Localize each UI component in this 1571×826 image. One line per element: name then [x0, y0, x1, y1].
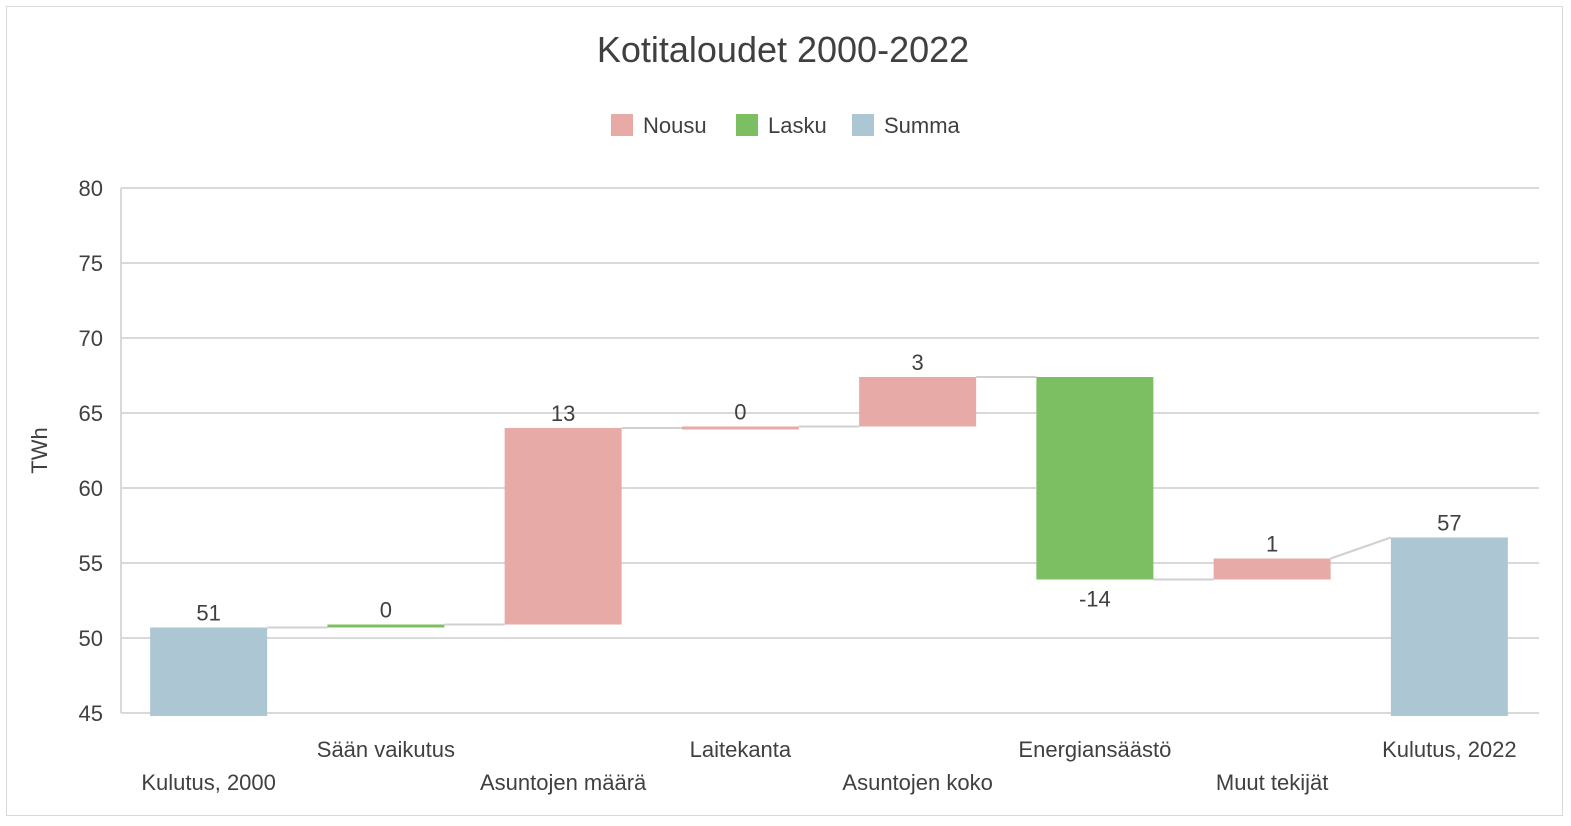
legend-label-0: Nousu: [643, 113, 707, 138]
data-labels: 51 0 13 0 3 -14 1 57: [196, 350, 1461, 626]
category-label-7: Kulutus, 2022: [1382, 737, 1517, 762]
bar-4: [859, 377, 977, 427]
y-tick-label-3: 60: [79, 476, 103, 501]
y-axis-ticks: 45 50 55 60 65 70 75 80: [79, 176, 103, 726]
chart-frame: Kotitaloudet 2000-2022 Nousu Lasku Summa 4…: [6, 6, 1563, 816]
category-label-4: Asuntojen koko: [842, 770, 992, 795]
bar-5: [1036, 377, 1154, 580]
bar-7: [1390, 537, 1508, 716]
y-tick-label-0: 45: [79, 701, 103, 726]
bar-0: [150, 627, 268, 716]
category-label-0: Kulutus, 2000: [141, 770, 276, 795]
y-tick-label-5: 70: [79, 326, 103, 351]
data-label-2: 13: [551, 401, 575, 426]
y-axis-label: TWh: [27, 427, 52, 473]
category-label-5: Energiansäästö: [1018, 737, 1171, 762]
data-label-3: 0: [734, 400, 746, 425]
legend-swatch-0: [611, 114, 633, 136]
data-label-7: 57: [1437, 511, 1461, 536]
legend-label-1: Lasku: [768, 113, 827, 138]
bar-1: [327, 624, 445, 628]
y-tick-label-2: 55: [79, 551, 103, 576]
y-tick-label-7: 80: [79, 176, 103, 201]
connector-lines: [267, 376, 1392, 629]
bar-2: [504, 428, 622, 625]
gridlines: [120, 187, 1539, 714]
data-label-4: 3: [912, 350, 924, 375]
category-label-2: Asuntojen määrä: [480, 770, 647, 795]
category-label-3: Laitekanta: [690, 737, 792, 762]
bar-6: [1213, 558, 1331, 580]
category-label-1: Sään vaikutus: [317, 737, 455, 762]
bar-3: [681, 426, 799, 430]
data-label-1: 0: [380, 598, 392, 623]
data-label-0: 51: [196, 601, 220, 626]
category-label-6: Muut tekijät: [1216, 770, 1329, 795]
category-labels: Kulutus, 2000 Sään vaikutus Asuntojen määr…: [141, 737, 1516, 795]
y-tick-label-1: 50: [79, 626, 103, 651]
bars: [150, 377, 1508, 716]
legend-label-2: Summa: [884, 113, 961, 138]
legend-swatch-2: [852, 114, 874, 136]
data-label-6: 1: [1266, 532, 1278, 557]
connector-6: [1330, 536, 1392, 560]
waterfall-chart: Kotitaloudet 2000-2022 Nousu Lasku Summa 4…: [27, 29, 1539, 795]
chart-title: Kotitaloudet 2000-2022: [597, 29, 969, 70]
y-tick-label-4: 65: [79, 401, 103, 426]
data-label-5: -14: [1079, 587, 1111, 612]
legend-swatch-1: [736, 114, 758, 136]
legend: Nousu Lasku Summa: [611, 113, 961, 138]
y-tick-label-6: 75: [79, 251, 103, 276]
